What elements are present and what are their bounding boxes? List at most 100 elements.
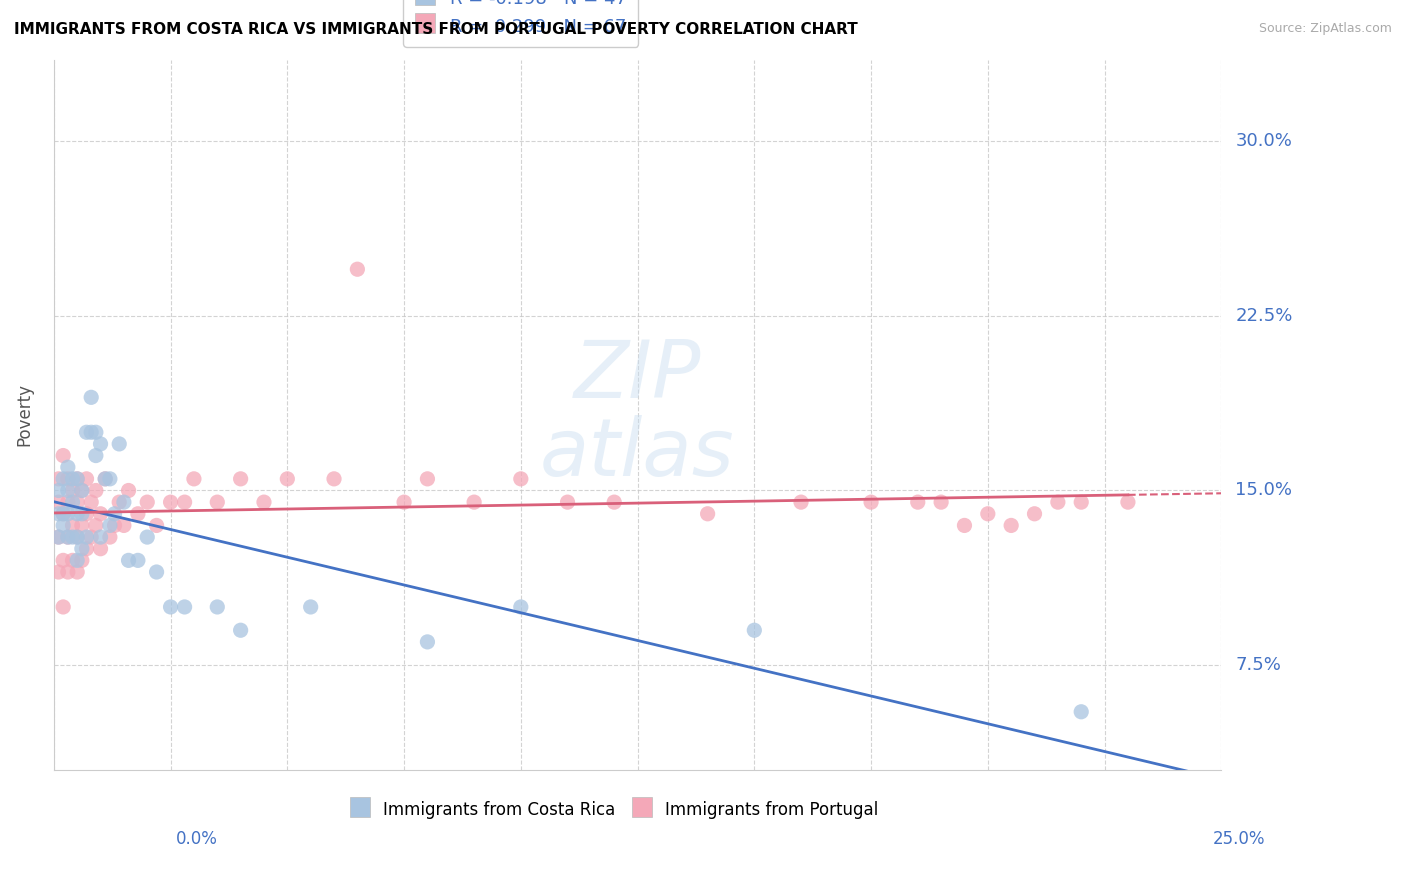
Point (66, 495, 89, 509)
Point (1116, 495, 1139, 509)
Point (84, 425, 107, 440)
Point (76, 425, 98, 440)
Point (62, 530, 84, 544)
Point (52, 507, 75, 521)
Point (66, 507, 89, 521)
Point (56, 495, 79, 509)
Point (929, 495, 952, 509)
Point (66, 565, 89, 579)
Point (159, 495, 181, 509)
Point (860, 495, 883, 509)
Point (56, 530, 79, 544)
Point (80, 425, 103, 440)
Point (229, 624, 252, 638)
Point (977, 507, 1000, 521)
Point (117, 553, 139, 567)
Point (76, 472, 98, 486)
Point (48, 495, 70, 509)
Point (907, 495, 929, 509)
Point (48, 530, 70, 544)
Point (56, 530, 79, 544)
Point (416, 635, 439, 649)
Point (509, 599, 531, 614)
Point (84, 518, 107, 533)
Point (173, 599, 195, 614)
Point (56, 565, 79, 579)
Point (1070, 495, 1092, 509)
Point (136, 495, 159, 509)
Point (52, 553, 75, 567)
Point (70, 507, 93, 521)
Point (70, 483, 93, 498)
Text: atlas: atlas (540, 415, 735, 492)
Point (94, 472, 117, 486)
Point (229, 472, 252, 486)
Point (62, 553, 84, 567)
Point (1070, 705, 1092, 719)
Point (183, 472, 205, 486)
Point (416, 472, 439, 486)
Point (52, 507, 75, 521)
Point (90, 507, 112, 521)
Point (62, 472, 84, 486)
Point (346, 262, 368, 277)
Point (103, 507, 125, 521)
Point (66, 472, 89, 486)
Point (98, 530, 121, 544)
Y-axis label: Poverty: Poverty (15, 384, 32, 446)
Point (70, 541, 93, 556)
Point (76, 530, 98, 544)
Point (52, 472, 75, 486)
Point (1046, 495, 1069, 509)
Legend: Immigrants from Costa Rica, Immigrants from Portugal: Immigrants from Costa Rica, Immigrants f… (343, 793, 886, 826)
Text: 25.0%: 25.0% (1213, 830, 1265, 847)
Point (76, 507, 98, 521)
Point (48, 472, 70, 486)
Point (323, 472, 346, 486)
Point (56, 483, 79, 498)
Point (66, 530, 89, 544)
Point (207, 495, 229, 509)
Text: 22.5%: 22.5% (1236, 307, 1292, 325)
Point (207, 599, 229, 614)
Point (145, 565, 167, 579)
Point (136, 530, 159, 544)
Point (112, 495, 135, 509)
Text: 7.5%: 7.5% (1236, 657, 1281, 674)
Point (127, 553, 149, 567)
Point (70, 518, 93, 533)
Point (557, 495, 579, 509)
Point (159, 599, 181, 614)
Point (127, 507, 149, 521)
Point (56, 460, 79, 475)
Point (276, 472, 298, 486)
Point (108, 495, 131, 509)
Point (509, 472, 531, 486)
Point (66, 472, 89, 486)
Point (84, 449, 107, 463)
Point (253, 495, 276, 509)
Point (98, 518, 121, 533)
Point (62, 518, 84, 533)
Point (90, 437, 112, 451)
Point (70, 483, 93, 498)
Point (790, 495, 813, 509)
Point (299, 599, 322, 614)
Point (98, 472, 121, 486)
Point (117, 483, 139, 498)
Point (94, 472, 117, 486)
Text: Source: ZipAtlas.com: Source: ZipAtlas.com (1258, 22, 1392, 36)
Point (1000, 518, 1022, 533)
Text: 30.0%: 30.0% (1236, 132, 1292, 150)
Point (84, 483, 107, 498)
Point (48, 507, 70, 521)
Point (80, 495, 103, 509)
Text: 0.0%: 0.0% (176, 830, 218, 847)
Point (145, 518, 167, 533)
Point (392, 495, 415, 509)
Point (80, 530, 103, 544)
Point (48, 483, 70, 498)
Point (66, 553, 89, 567)
Text: IMMIGRANTS FROM COSTA RICA VS IMMIGRANTS FROM PORTUGAL POVERTY CORRELATION CHART: IMMIGRANTS FROM COSTA RICA VS IMMIGRANTS… (14, 22, 858, 37)
Point (953, 518, 976, 533)
